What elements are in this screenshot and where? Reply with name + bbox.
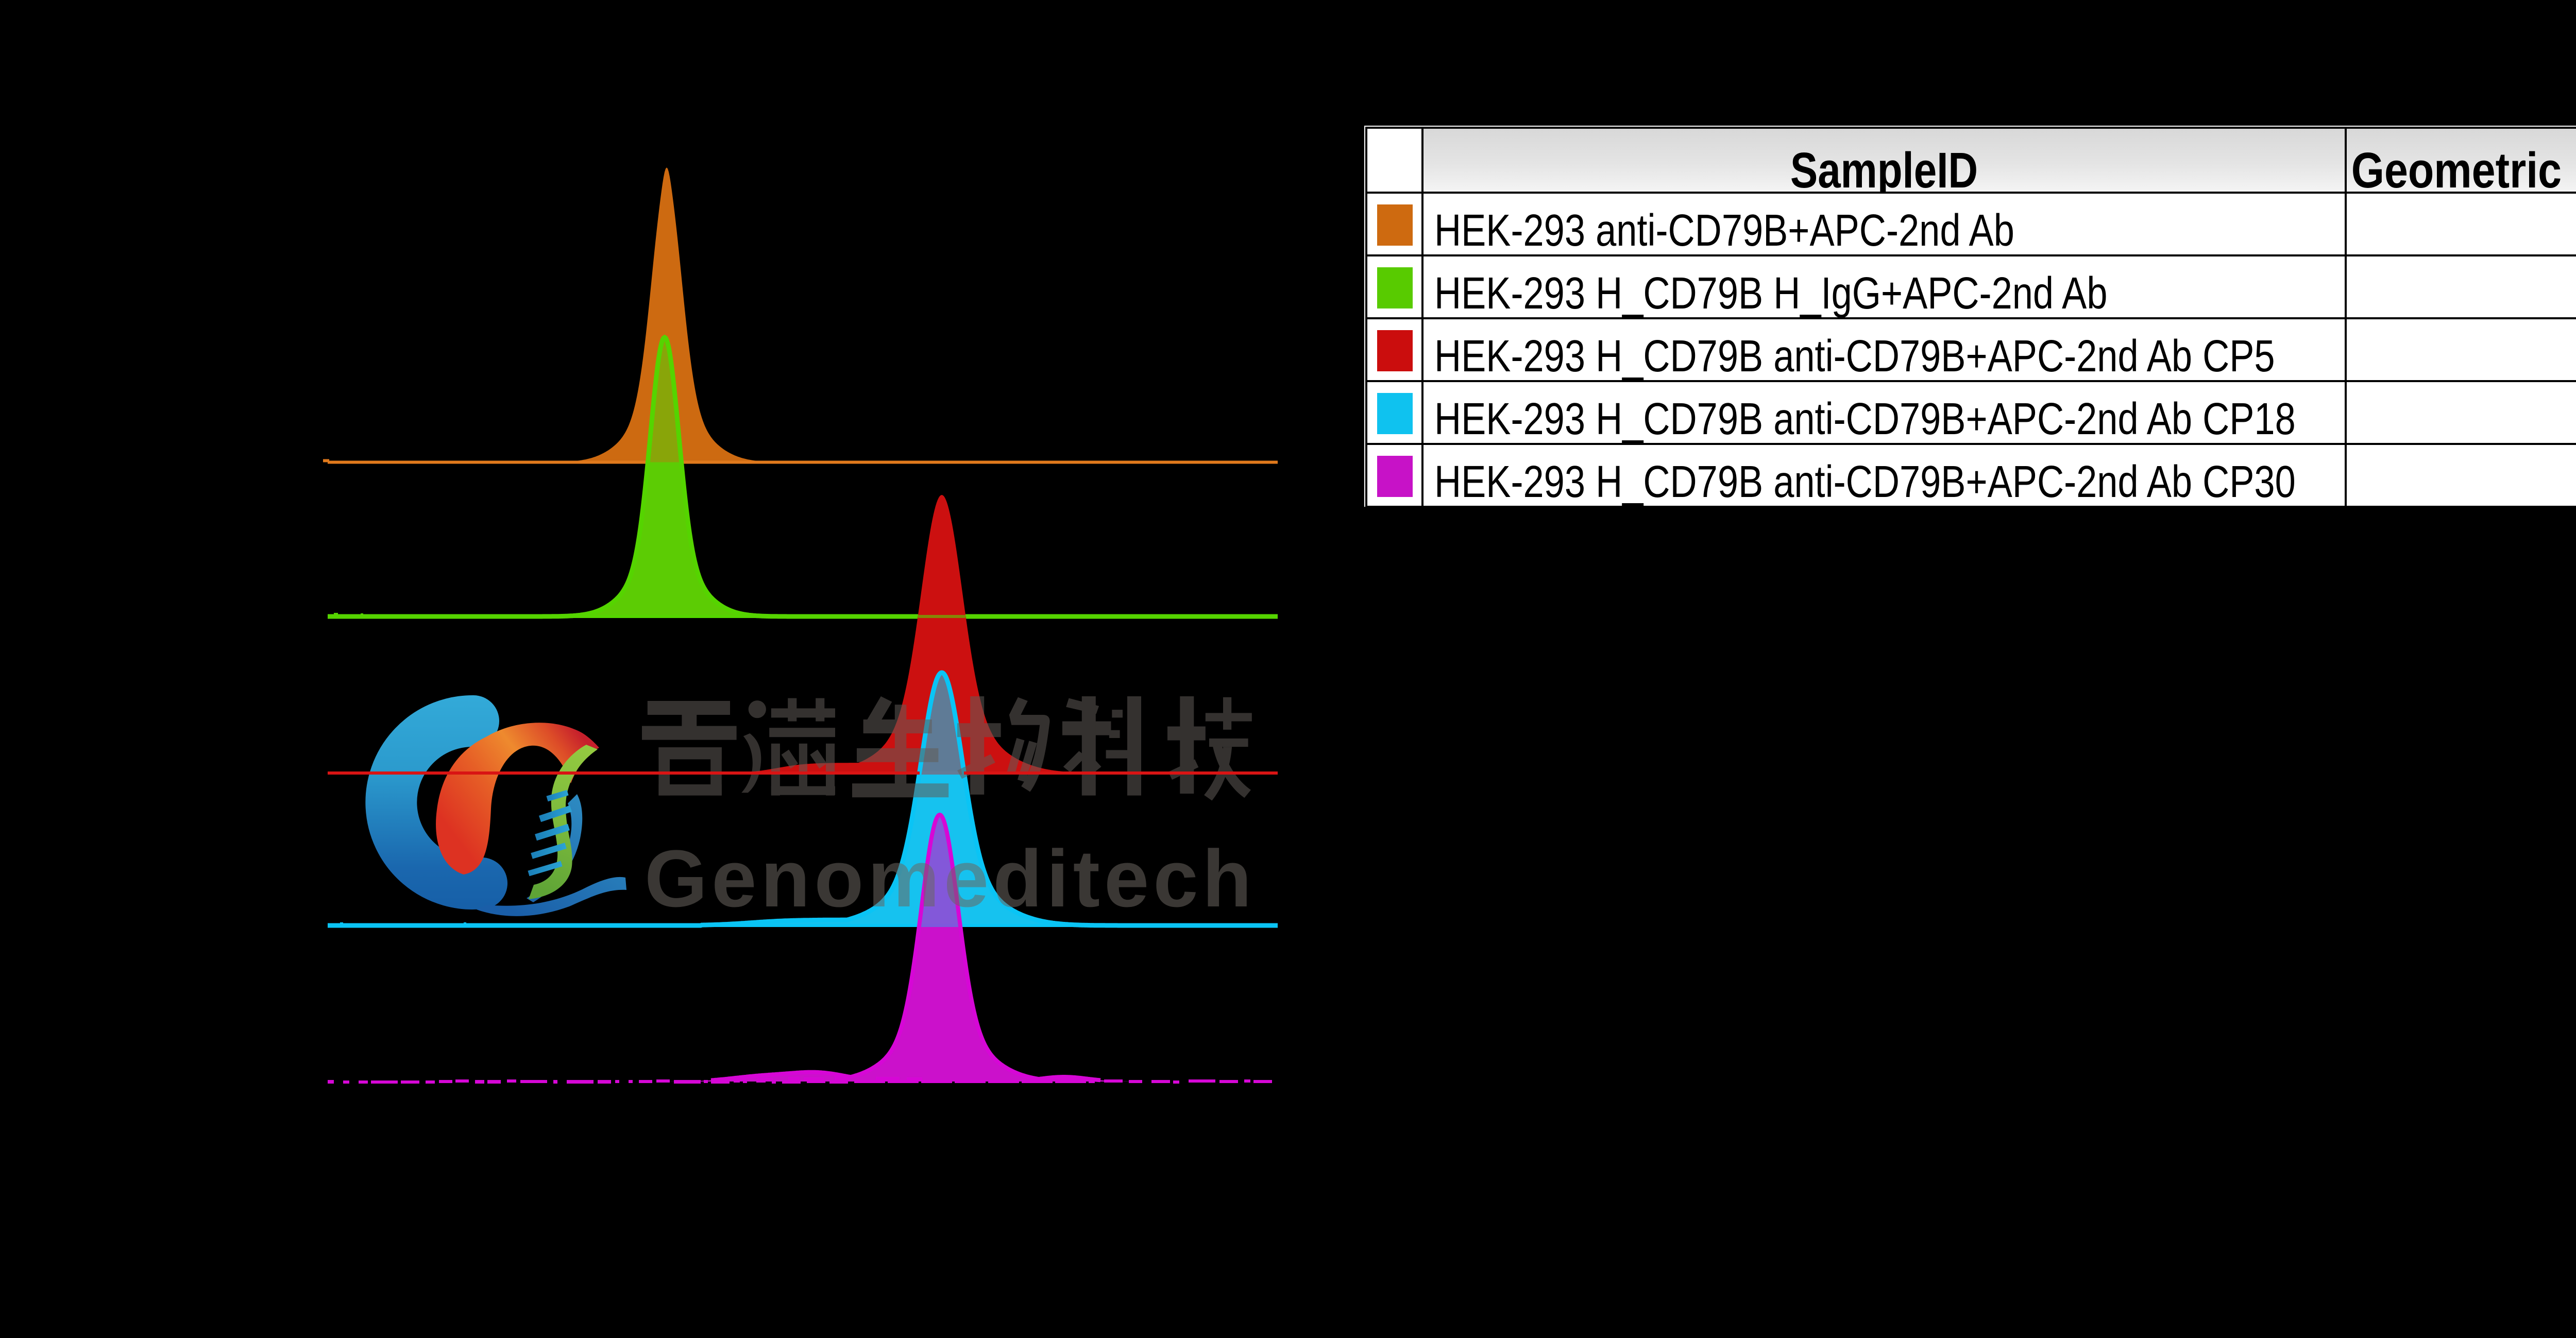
svg-text:Genomeditech: Genomeditech — [645, 834, 1256, 924]
